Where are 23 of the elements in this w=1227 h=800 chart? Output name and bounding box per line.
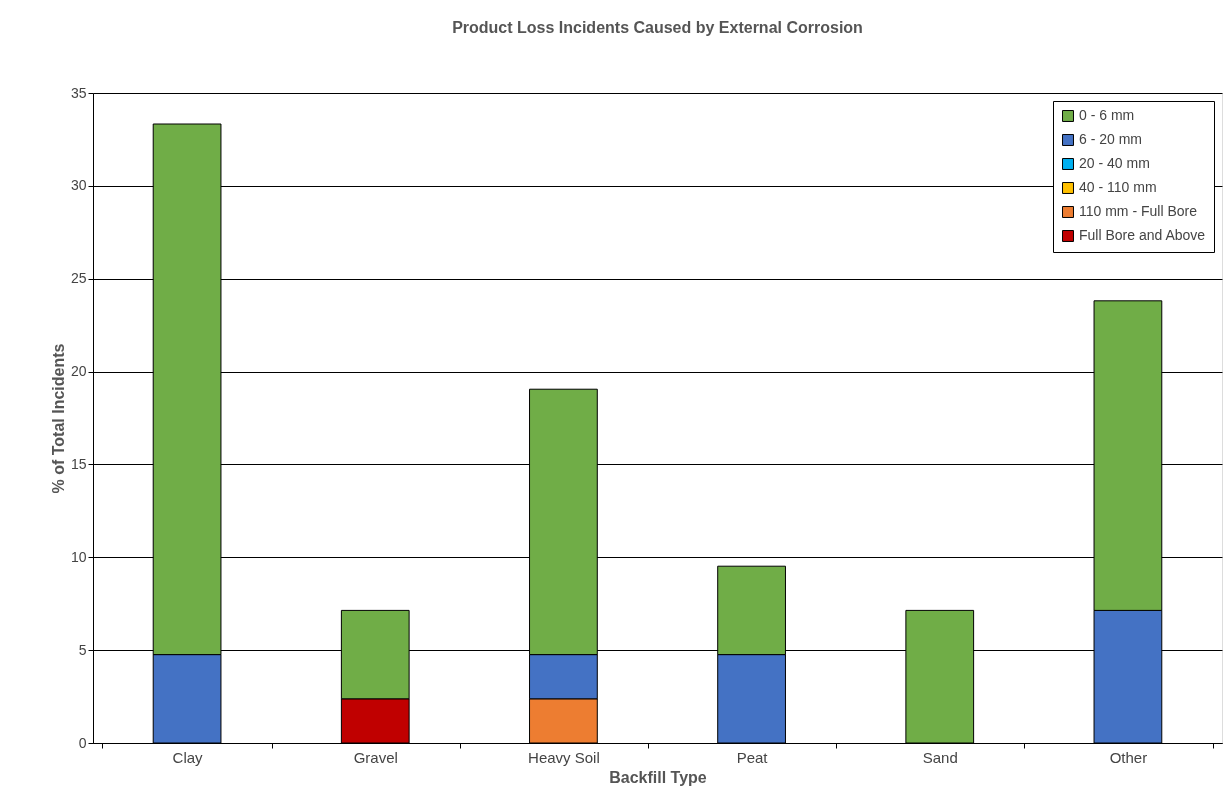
y-tick-label: 30 — [70, 177, 87, 194]
x-axis-title: Backfill Type — [609, 768, 707, 786]
legend-label: 6 - 20 mm — [1079, 131, 1143, 147]
legend-label: 0 - 6 mm — [1079, 107, 1135, 123]
legend-label: Full Bore and Above — [1079, 227, 1206, 243]
chart-title: Product Loss Incidents Caused by External Corrosion — [452, 19, 863, 36]
x-tick-label: Sand — [922, 748, 958, 766]
y-tick-label: 0 — [78, 734, 87, 751]
x-tick-label: Peat — [736, 748, 769, 766]
y-tick-label: 10 — [70, 548, 87, 565]
legend-label: 20 - 40 mm — [1079, 155, 1150, 171]
y-tick-label: 25 — [70, 270, 87, 287]
y-tick-label: 5 — [78, 641, 87, 658]
x-tick-label: Heavy Soil — [528, 748, 600, 766]
legend-label: 110 mm - Full Bore — [1079, 203, 1198, 219]
y-tick-label: 20 — [70, 363, 87, 380]
y-axis-title: % of Total Incidents — [49, 343, 67, 494]
legend-label: 40 - 110 mm — [1079, 179, 1157, 195]
x-tick-label: Gravel — [353, 748, 398, 766]
x-tick-label: Other — [1109, 748, 1148, 766]
y-tick-label: 35 — [70, 84, 87, 101]
x-tick-label: Clay — [172, 748, 204, 766]
y-tick-label: 15 — [70, 455, 87, 472]
